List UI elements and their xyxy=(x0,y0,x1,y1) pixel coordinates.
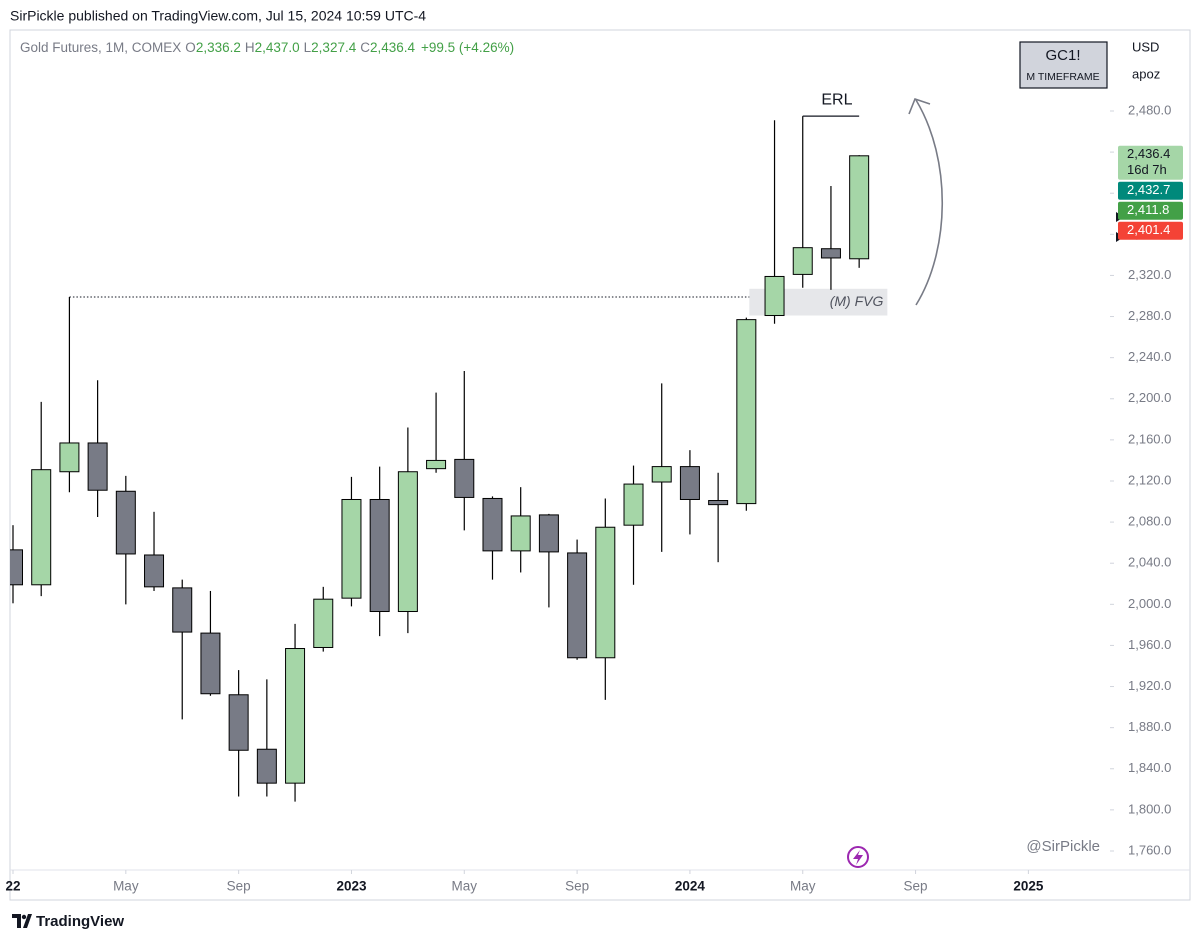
footer-brand: TradingView xyxy=(36,913,124,930)
candle-body xyxy=(651,466,672,483)
candle-body xyxy=(228,694,249,751)
candle-body xyxy=(144,554,165,588)
candle-body xyxy=(820,248,841,259)
price-tag-label: 2,411.8 xyxy=(1127,202,1169,217)
symbol: Gold Futures, 1M, COMEX xyxy=(20,40,181,55)
candle-body xyxy=(256,748,277,784)
y-tick-label: 1,880.0 xyxy=(1128,719,1171,734)
candle-body xyxy=(31,469,52,586)
ohlc-key: H xyxy=(245,40,255,55)
price-tag-label: 2,401.4 xyxy=(1127,222,1170,237)
y-tick-label: 2,000.0 xyxy=(1128,596,1171,611)
ohlc-value: 2,436.4 xyxy=(370,40,416,55)
tradingview-logo xyxy=(12,914,32,928)
y-tick-label: 2,080.0 xyxy=(1128,514,1171,529)
ohlc-value: 2,437.0 xyxy=(255,40,300,55)
candle-body xyxy=(172,587,193,633)
candle-body xyxy=(482,497,503,552)
fvg-label: (M) FVG xyxy=(830,293,884,309)
x-tick-label: May xyxy=(452,879,478,894)
ohlc-key: L xyxy=(304,40,312,55)
candle-body xyxy=(736,319,757,505)
y-tick-label: 2,280.0 xyxy=(1128,308,1171,323)
ohlc-value: 2,336.2 xyxy=(196,40,241,55)
y-tick-label: 2,200.0 xyxy=(1128,390,1171,405)
y-tick-label: 2,480.0 xyxy=(1128,102,1171,117)
candle-body xyxy=(369,498,390,613)
price-tag xyxy=(1118,181,1183,200)
price-tag-sublabel: 16d 7h xyxy=(1127,162,1167,177)
chart-frame xyxy=(9,29,1191,901)
y-tick-label: 2,320.0 xyxy=(1128,267,1171,282)
candle-body xyxy=(764,275,785,317)
x-tick-label: 2023 xyxy=(336,879,367,894)
candle-body xyxy=(454,458,475,498)
y-tick-label: 1,760.0 xyxy=(1128,842,1171,857)
candle-body xyxy=(623,483,644,526)
symbol-legend: Gold Futures, 1M, COMEX O2,336.2 H2,437.0 L… xyxy=(20,40,514,55)
candle-body xyxy=(313,598,334,648)
candle-body xyxy=(792,247,813,275)
x-tick-label: Sep xyxy=(565,879,589,894)
x-tick-label: 2024 xyxy=(675,879,706,894)
candle-body xyxy=(849,155,870,260)
ticker-box xyxy=(1019,41,1108,89)
scale-mode: apoz xyxy=(1132,66,1160,81)
x-tick-label: Sep xyxy=(904,879,928,894)
ohlc-value: 2,327.4 xyxy=(311,40,357,55)
price-tag-label: 2,436.4 xyxy=(1127,146,1170,161)
x-tick-label: May xyxy=(790,879,816,894)
watermark: @SirPickle xyxy=(1026,838,1100,855)
ohlc-key: C xyxy=(360,40,370,55)
ohlc-key: O xyxy=(185,40,196,55)
candle-body xyxy=(10,549,23,586)
price-tag xyxy=(1118,145,1183,180)
y-tick-label: 1,840.0 xyxy=(1128,760,1171,775)
ticker-title: GC1! xyxy=(1045,47,1080,64)
candle-body xyxy=(397,471,418,613)
candle-body xyxy=(87,442,108,491)
x-tick-label: 2025 xyxy=(1013,879,1044,894)
candle-body xyxy=(341,498,362,599)
overlay: (M) FVG ERL xyxy=(802,91,884,309)
published-line: SirPickle published on TradingView.com, … xyxy=(10,8,426,24)
price-tag xyxy=(1118,201,1183,220)
x-tick-label: 22 xyxy=(5,879,20,894)
y-tick-label: 1,960.0 xyxy=(1128,637,1171,652)
y-tick-label: 1,920.0 xyxy=(1128,678,1171,693)
curved-arrow xyxy=(908,98,943,306)
y-tick-label: 2,240.0 xyxy=(1128,349,1171,364)
candle-body xyxy=(567,552,588,659)
candle-body xyxy=(679,466,700,500)
price-tag-label: 2,432.7 xyxy=(1127,182,1170,197)
price-tag xyxy=(1118,221,1183,240)
y-tick-label: 2,040.0 xyxy=(1128,555,1171,570)
replay-icon xyxy=(847,846,869,868)
candle-body xyxy=(708,500,729,506)
candle-body xyxy=(200,632,221,695)
x-tick-label: Sep xyxy=(227,879,251,894)
erl-label: ERL xyxy=(821,91,852,108)
candle-body xyxy=(510,515,531,552)
candle-body xyxy=(59,442,80,473)
currency: USD xyxy=(1132,39,1159,54)
candle-body xyxy=(426,459,447,470)
y-tick-label: 2,120.0 xyxy=(1128,472,1171,487)
candle-body xyxy=(538,514,559,553)
x-tick-label: May xyxy=(113,879,139,894)
y-tick-label: 1,800.0 xyxy=(1128,801,1171,816)
candle-body xyxy=(285,648,306,784)
plot-area xyxy=(10,116,888,802)
candle-body xyxy=(115,490,136,555)
y-tick-label: 2,160.0 xyxy=(1128,431,1171,446)
candle-body xyxy=(595,526,616,659)
change: +99.5 (+4.26%) xyxy=(421,40,514,55)
ticker-subtitle: M TIMEFRAME xyxy=(1026,71,1099,83)
